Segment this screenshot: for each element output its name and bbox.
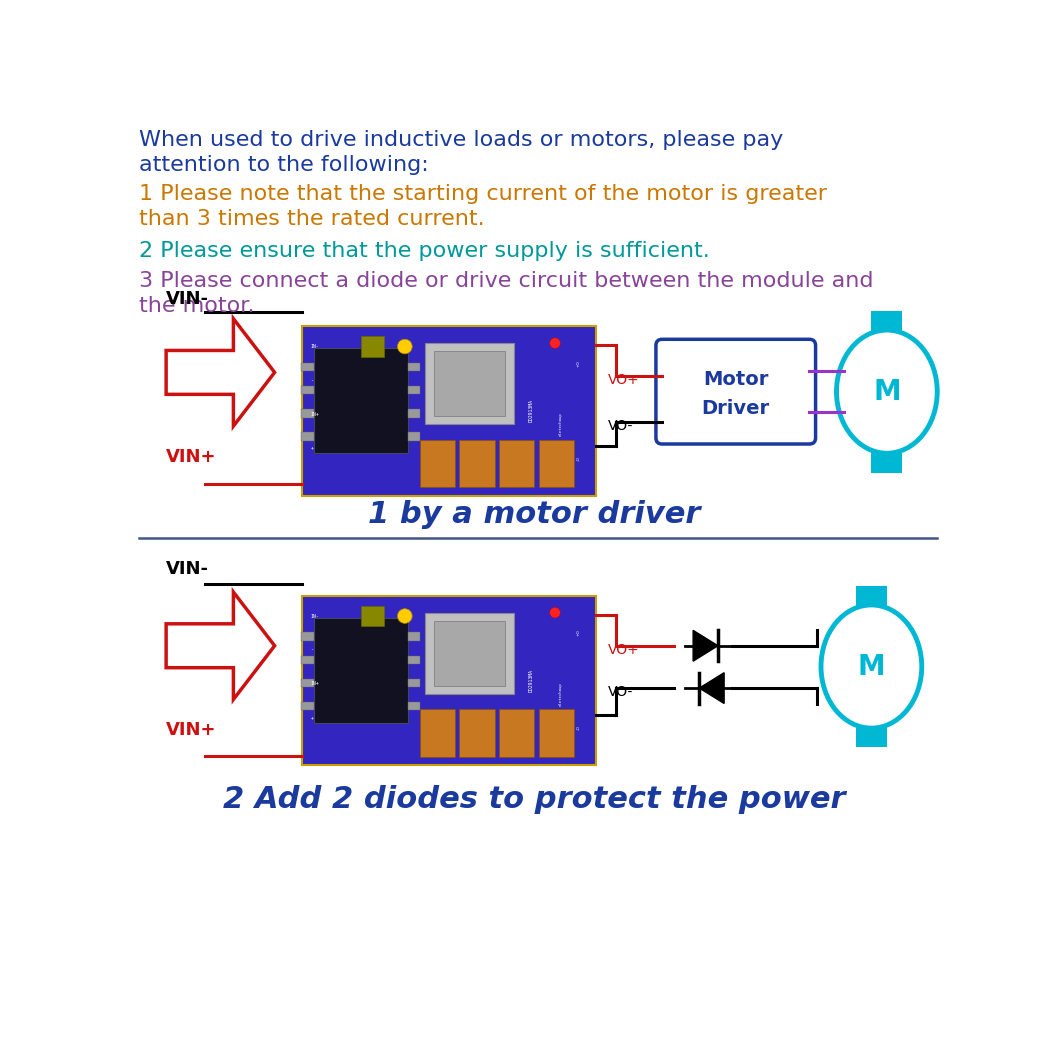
Text: 2 Please ensure that the power supply is sufficient.: 2 Please ensure that the power supply is…: [139, 242, 710, 261]
Text: VIN-: VIN-: [166, 290, 209, 309]
Bar: [301, 363, 314, 372]
Text: 1 Please note that the starting current of the motor is greater
than 3 times the: 1 Please note that the starting current …: [139, 184, 827, 229]
Bar: [856, 586, 887, 607]
Bar: [499, 709, 534, 757]
Ellipse shape: [837, 330, 938, 454]
Bar: [499, 440, 534, 487]
Bar: [872, 311, 902, 333]
Polygon shape: [699, 673, 724, 704]
Bar: [407, 410, 420, 418]
Text: eletechaup: eletechaup: [559, 413, 563, 437]
Bar: [407, 363, 420, 372]
Bar: [459, 440, 495, 487]
Text: M: M: [858, 652, 885, 680]
Text: VIN+: VIN+: [166, 721, 216, 739]
Ellipse shape: [821, 605, 922, 728]
Text: IN-: IN-: [311, 344, 319, 349]
Text: +: +: [311, 445, 314, 450]
Bar: [301, 410, 314, 418]
Bar: [407, 678, 420, 687]
Bar: [301, 632, 314, 640]
Circle shape: [550, 607, 561, 617]
Bar: [856, 726, 887, 748]
Text: +O: +O: [576, 360, 581, 366]
Text: When used to drive inductive loads or motors, please pay
attention to the follow: When used to drive inductive loads or mo…: [139, 130, 783, 175]
Bar: [425, 612, 513, 694]
Bar: [314, 349, 407, 454]
Polygon shape: [166, 592, 275, 699]
Text: -: -: [311, 648, 314, 652]
Text: DD2913MA: DD2913MA: [529, 399, 534, 422]
Bar: [314, 617, 407, 722]
Text: VIN-: VIN-: [166, 560, 209, 578]
Text: Driver: Driver: [701, 399, 770, 418]
Circle shape: [550, 338, 561, 349]
Text: VIN+: VIN+: [166, 448, 216, 466]
Text: -O: -O: [576, 726, 581, 730]
Bar: [360, 336, 384, 357]
Bar: [301, 595, 596, 765]
Bar: [407, 433, 420, 441]
Bar: [301, 433, 314, 441]
Bar: [872, 450, 902, 472]
Bar: [459, 709, 495, 757]
Polygon shape: [166, 319, 275, 426]
Bar: [435, 352, 505, 416]
Bar: [420, 709, 455, 757]
Circle shape: [398, 339, 413, 354]
Bar: [301, 655, 314, 664]
Text: IN+: IN+: [311, 412, 319, 417]
Bar: [301, 327, 596, 496]
Text: -: -: [311, 378, 314, 383]
Bar: [360, 606, 384, 626]
Bar: [301, 701, 314, 710]
Text: VO-: VO-: [608, 419, 633, 434]
Text: eletechaup: eletechaup: [559, 682, 563, 706]
Text: 2 Add 2 diodes to protect the power: 2 Add 2 diodes to protect the power: [223, 785, 845, 814]
Polygon shape: [693, 630, 718, 662]
Text: VO-: VO-: [608, 685, 633, 699]
Text: IN+: IN+: [311, 681, 319, 687]
Bar: [301, 678, 314, 687]
Bar: [420, 440, 455, 487]
Text: VO+: VO+: [608, 643, 639, 656]
Bar: [301, 386, 314, 395]
Bar: [539, 440, 574, 487]
Circle shape: [398, 609, 413, 624]
Bar: [539, 709, 574, 757]
Text: +: +: [311, 715, 314, 720]
Text: IN-: IN-: [311, 613, 319, 618]
Bar: [407, 386, 420, 395]
Text: DD2913MA: DD2913MA: [529, 669, 534, 692]
FancyBboxPatch shape: [656, 339, 816, 444]
Text: VO+: VO+: [608, 373, 639, 387]
Text: +O: +O: [576, 630, 581, 636]
Bar: [407, 701, 420, 710]
Text: 3 Please connect a diode or drive circuit between the module and
the motor.: 3 Please connect a diode or drive circui…: [139, 271, 874, 316]
Text: -O: -O: [576, 456, 581, 461]
Text: Motor: Motor: [704, 371, 769, 390]
Text: M: M: [873, 378, 901, 405]
Bar: [435, 621, 505, 686]
Bar: [407, 655, 420, 664]
Bar: [407, 632, 420, 640]
Bar: [425, 343, 513, 424]
Text: 1 by a motor driver: 1 by a motor driver: [369, 501, 700, 529]
